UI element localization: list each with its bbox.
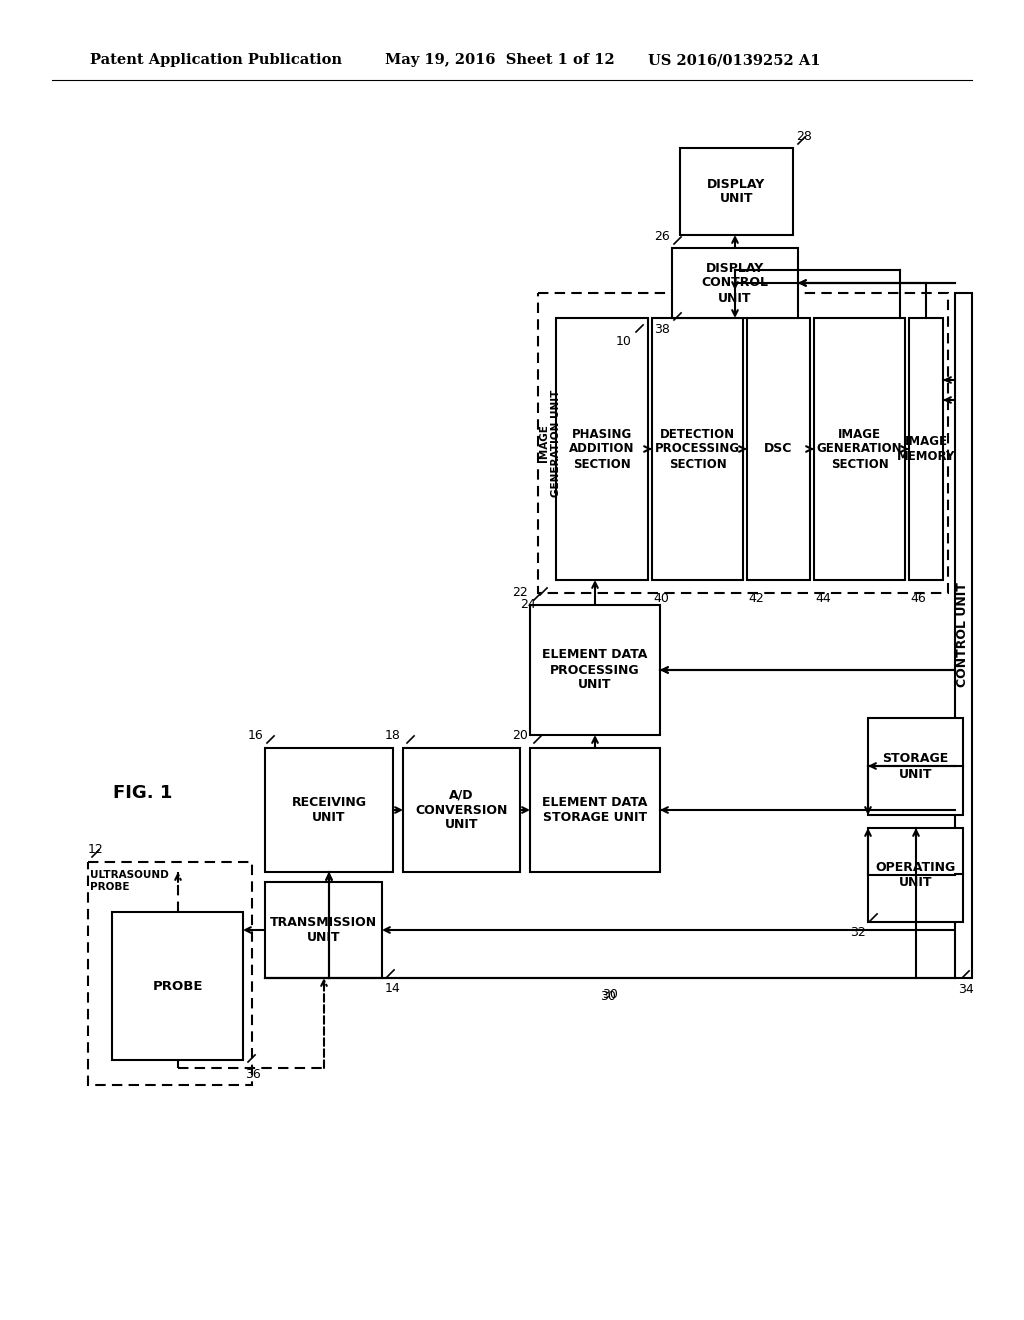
Text: FIG. 1: FIG. 1 bbox=[114, 784, 173, 803]
FancyBboxPatch shape bbox=[265, 748, 393, 873]
Text: DISPLAY
UNIT: DISPLAY UNIT bbox=[708, 177, 766, 206]
Text: ELEMENT DATA
STORAGE UNIT: ELEMENT DATA STORAGE UNIT bbox=[543, 796, 648, 824]
FancyBboxPatch shape bbox=[746, 318, 810, 579]
Text: 40: 40 bbox=[653, 591, 669, 605]
Text: PROBE: PROBE bbox=[153, 979, 203, 993]
Text: ELEMENT DATA
PROCESSING
UNIT: ELEMENT DATA PROCESSING UNIT bbox=[543, 648, 648, 692]
FancyBboxPatch shape bbox=[265, 882, 382, 978]
Text: 34: 34 bbox=[958, 983, 974, 997]
Text: 30: 30 bbox=[600, 990, 616, 1003]
Text: 22: 22 bbox=[512, 586, 528, 599]
Text: 20: 20 bbox=[512, 729, 528, 742]
FancyBboxPatch shape bbox=[909, 318, 943, 579]
FancyBboxPatch shape bbox=[112, 912, 243, 1060]
Text: DETECTION
PROCESSING
SECTION: DETECTION PROCESSING SECTION bbox=[655, 428, 740, 470]
Text: DSC: DSC bbox=[764, 442, 793, 455]
Text: 12: 12 bbox=[88, 843, 103, 855]
Text: 30: 30 bbox=[602, 987, 617, 1001]
Text: 24: 24 bbox=[520, 598, 536, 611]
Text: 26: 26 bbox=[654, 230, 670, 243]
FancyBboxPatch shape bbox=[403, 748, 520, 873]
Text: IMAGE
MEMORY: IMAGE MEMORY bbox=[897, 436, 955, 463]
FancyBboxPatch shape bbox=[672, 248, 798, 318]
Text: US 2016/0139252 A1: US 2016/0139252 A1 bbox=[648, 53, 820, 67]
Text: 14: 14 bbox=[385, 982, 400, 995]
Text: 36: 36 bbox=[245, 1068, 261, 1081]
FancyBboxPatch shape bbox=[88, 862, 252, 1085]
Text: May 19, 2016  Sheet 1 of 12: May 19, 2016 Sheet 1 of 12 bbox=[385, 53, 614, 67]
Text: 28: 28 bbox=[796, 129, 812, 143]
Text: IMAGE
GENERATION
SECTION: IMAGE GENERATION SECTION bbox=[817, 428, 902, 470]
Text: CONTROL UNIT: CONTROL UNIT bbox=[956, 582, 970, 688]
Text: TRANSMISSION
UNIT: TRANSMISSION UNIT bbox=[270, 916, 377, 944]
Text: RECEIVING
UNIT: RECEIVING UNIT bbox=[292, 796, 367, 824]
Text: 38: 38 bbox=[654, 323, 670, 337]
Text: 16: 16 bbox=[247, 729, 263, 742]
Text: 18: 18 bbox=[385, 729, 401, 742]
Text: Patent Application Publication: Patent Application Publication bbox=[90, 53, 342, 67]
Text: 10: 10 bbox=[616, 335, 632, 348]
Text: 32: 32 bbox=[850, 927, 866, 939]
Text: 46: 46 bbox=[910, 591, 926, 605]
Text: OPERATING
UNIT: OPERATING UNIT bbox=[876, 861, 955, 888]
Text: IMAGE
GENERATION UNIT: IMAGE GENERATION UNIT bbox=[540, 389, 561, 496]
FancyBboxPatch shape bbox=[652, 318, 743, 579]
Text: 44: 44 bbox=[815, 591, 830, 605]
FancyBboxPatch shape bbox=[868, 718, 963, 814]
FancyBboxPatch shape bbox=[556, 318, 648, 579]
FancyBboxPatch shape bbox=[530, 605, 660, 735]
Text: DISPLAY
CONTROL
UNIT: DISPLAY CONTROL UNIT bbox=[701, 261, 768, 305]
FancyBboxPatch shape bbox=[868, 828, 963, 921]
Text: 42: 42 bbox=[748, 591, 764, 605]
FancyBboxPatch shape bbox=[680, 148, 793, 235]
FancyBboxPatch shape bbox=[955, 293, 972, 978]
FancyBboxPatch shape bbox=[530, 748, 660, 873]
Text: STORAGE
UNIT: STORAGE UNIT bbox=[883, 752, 948, 780]
FancyBboxPatch shape bbox=[538, 293, 948, 593]
Text: ULTRASOUND
PROBE: ULTRASOUND PROBE bbox=[90, 870, 169, 891]
Text: A/D
CONVERSION
UNIT: A/D CONVERSION UNIT bbox=[416, 788, 508, 832]
Text: PHASING
ADDITION
SECTION: PHASING ADDITION SECTION bbox=[569, 428, 635, 470]
FancyBboxPatch shape bbox=[814, 318, 905, 579]
